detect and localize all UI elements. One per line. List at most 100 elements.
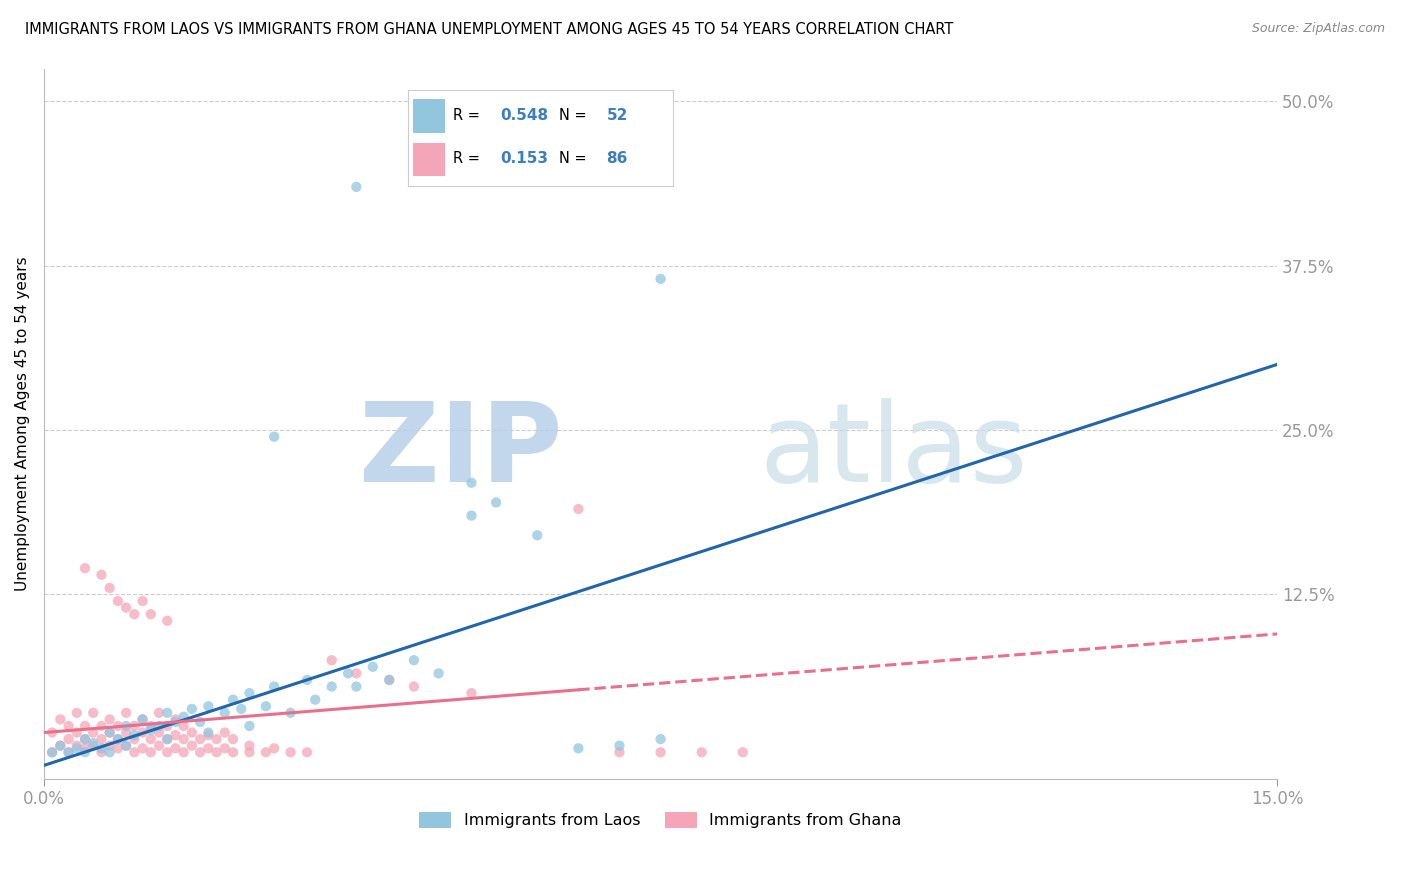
Point <box>115 725 138 739</box>
Point <box>58 745 80 759</box>
Point <box>650 272 672 286</box>
Point <box>263 741 285 756</box>
Point <box>254 699 277 714</box>
Text: Source: ZipAtlas.com: Source: ZipAtlas.com <box>1251 22 1385 36</box>
Point <box>197 741 219 756</box>
Point <box>427 666 450 681</box>
Point <box>156 745 179 759</box>
Point <box>650 745 672 759</box>
Point <box>73 732 96 747</box>
Point <box>214 706 236 720</box>
Point <box>90 719 112 733</box>
Point <box>90 741 112 756</box>
Point <box>131 725 153 739</box>
Point <box>344 680 367 694</box>
Point <box>156 614 179 628</box>
Point <box>124 745 146 759</box>
Point <box>73 561 96 575</box>
Point <box>402 680 425 694</box>
Point <box>165 714 187 729</box>
Point <box>148 739 170 753</box>
Point <box>58 745 80 759</box>
Point <box>321 653 343 667</box>
Point <box>124 607 146 622</box>
Point <box>238 719 260 733</box>
Point <box>173 719 195 733</box>
Point <box>567 741 589 756</box>
Point <box>156 719 179 733</box>
Point <box>66 706 89 720</box>
Point <box>609 745 631 759</box>
Point <box>156 732 179 747</box>
Point <box>263 680 285 694</box>
Point <box>49 739 72 753</box>
Point <box>115 739 138 753</box>
Point <box>66 741 89 756</box>
Point <box>131 713 153 727</box>
Point <box>361 660 384 674</box>
Point <box>82 736 104 750</box>
Point <box>197 728 219 742</box>
Point <box>115 706 138 720</box>
Point <box>156 706 179 720</box>
Point <box>66 725 89 739</box>
Point <box>173 745 195 759</box>
Point <box>188 732 211 747</box>
Point <box>41 745 63 759</box>
Point <box>460 475 482 490</box>
Point <box>73 732 96 747</box>
Point <box>180 739 202 753</box>
Point <box>344 666 367 681</box>
Point <box>131 594 153 608</box>
Point <box>107 741 129 756</box>
Point <box>650 732 672 747</box>
Point <box>107 594 129 608</box>
Point <box>238 739 260 753</box>
Point <box>344 179 367 194</box>
Point <box>58 732 80 747</box>
Point <box>115 739 138 753</box>
Point <box>295 745 318 759</box>
Point <box>485 495 508 509</box>
Point <box>214 741 236 756</box>
Point <box>165 713 187 727</box>
Point <box>280 706 302 720</box>
Point <box>41 725 63 739</box>
Point <box>690 745 713 759</box>
Text: IMMIGRANTS FROM LAOS VS IMMIGRANTS FROM GHANA UNEMPLOYMENT AMONG AGES 45 TO 54 Y: IMMIGRANTS FROM LAOS VS IMMIGRANTS FROM … <box>25 22 953 37</box>
Point <box>378 673 401 687</box>
Point <box>180 702 202 716</box>
Point <box>156 732 179 747</box>
Point <box>107 732 129 747</box>
Point <box>205 745 228 759</box>
Point <box>90 745 112 759</box>
Point <box>567 502 589 516</box>
Point <box>197 699 219 714</box>
Point <box>222 732 245 747</box>
Point <box>238 745 260 759</box>
Point <box>49 713 72 727</box>
Point <box>139 745 162 759</box>
Point <box>173 710 195 724</box>
Point <box>98 713 121 727</box>
Point <box>107 732 129 747</box>
Point <box>526 528 548 542</box>
Point <box>165 728 187 742</box>
Point <box>90 567 112 582</box>
Point <box>82 739 104 753</box>
Point <box>148 719 170 733</box>
Point <box>98 725 121 739</box>
Point <box>131 741 153 756</box>
Y-axis label: Unemployment Among Ages 45 to 54 years: Unemployment Among Ages 45 to 54 years <box>15 256 30 591</box>
Point <box>90 732 112 747</box>
Point <box>378 673 401 687</box>
Point <box>609 739 631 753</box>
Point <box>460 686 482 700</box>
Point <box>73 745 96 759</box>
Point <box>98 745 121 759</box>
Point <box>115 600 138 615</box>
Point <box>115 719 138 733</box>
Point <box>139 732 162 747</box>
Legend: Immigrants from Laos, Immigrants from Ghana: Immigrants from Laos, Immigrants from Gh… <box>413 805 908 835</box>
Point <box>58 719 80 733</box>
